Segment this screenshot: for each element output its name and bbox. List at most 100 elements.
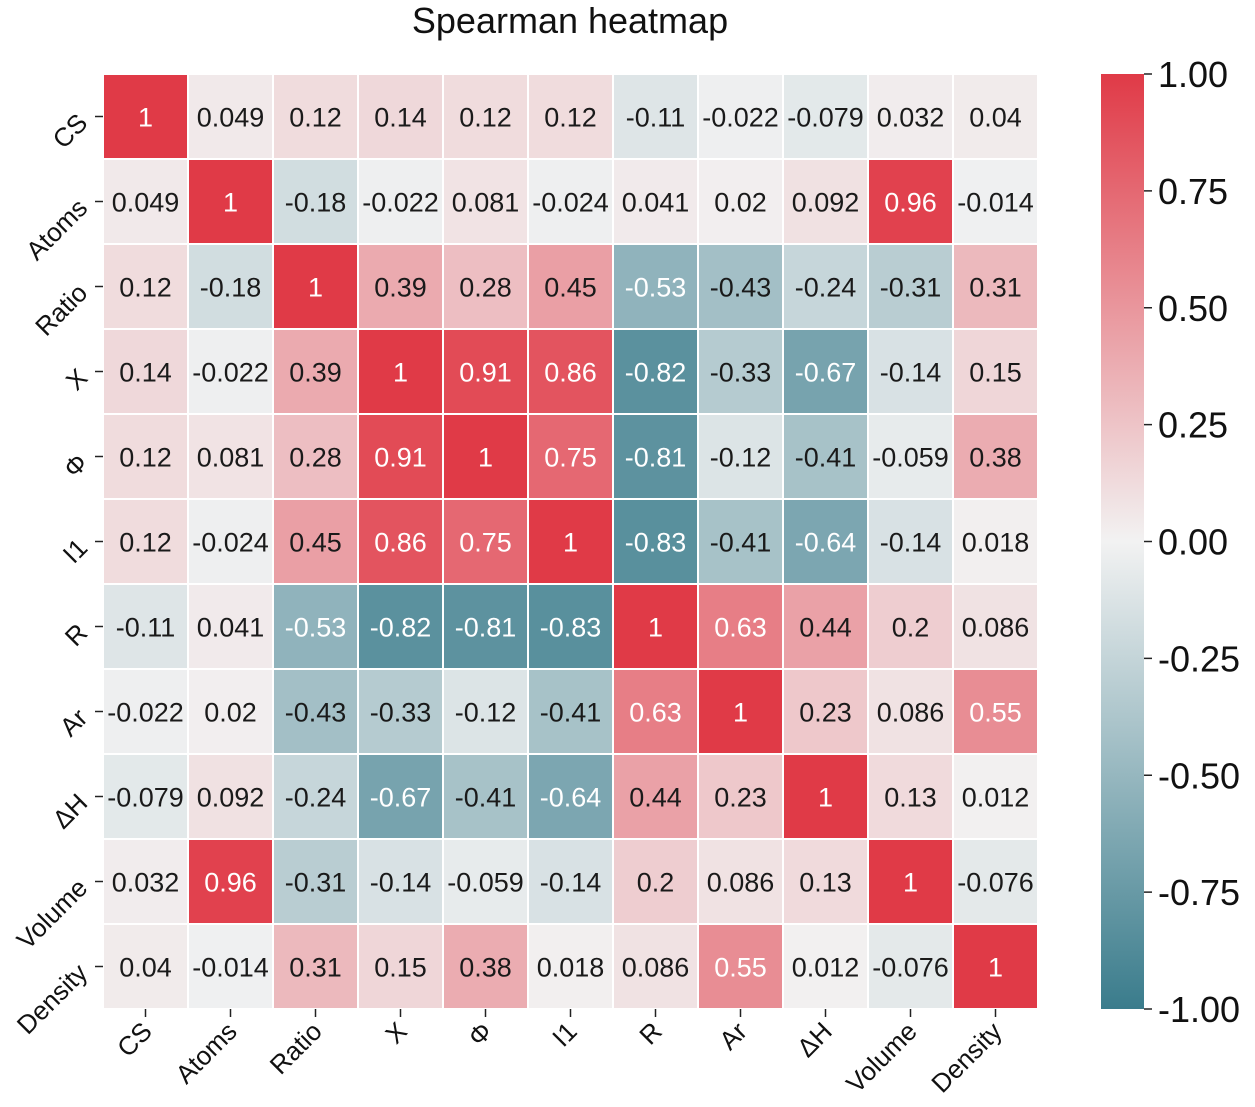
cell-value-label: -0.076	[957, 868, 1034, 898]
heatmap-cell	[357, 583, 444, 670]
y-tick-label: ΔH	[46, 788, 93, 835]
cell-value-label: 0.15	[374, 953, 427, 983]
cell-value-label: -0.67	[370, 783, 432, 813]
cell-value-label: -0.53	[625, 273, 687, 303]
heatmap-cell	[697, 923, 784, 1010]
heatmap-cell	[782, 243, 869, 330]
cell-value-label: 0.75	[459, 528, 512, 558]
heatmap-cell	[442, 923, 529, 1010]
heatmap-cell	[442, 413, 529, 500]
x-tick-label: ΔH	[791, 1016, 838, 1063]
heatmap-cell	[357, 498, 444, 585]
heatmap-cell	[187, 668, 274, 755]
heatmap-cell	[867, 158, 954, 245]
heatmap-cell	[612, 668, 699, 755]
cell-value-label: 0.02	[204, 698, 257, 728]
x-tick-label: CS	[111, 1016, 158, 1063]
cell-value-label: -0.43	[710, 273, 772, 303]
colorbar-tick-label: 1.00	[1158, 54, 1228, 95]
heatmap-cell	[527, 498, 614, 585]
heatmap-cell	[867, 583, 954, 670]
cell-value-label: -0.41	[455, 783, 517, 813]
x-tick-label: I1	[546, 1016, 583, 1053]
heatmap-cell	[442, 243, 529, 330]
colorbar-tick-label: 0.50	[1158, 288, 1228, 329]
cell-value-label: -0.024	[192, 528, 269, 558]
heatmap-cell	[782, 158, 869, 245]
cell-value-label: 0.2	[892, 613, 930, 643]
cell-value-label: 0.081	[452, 188, 520, 218]
cell-value-label: 0.23	[714, 783, 767, 813]
heatmap-cell	[527, 583, 614, 670]
cell-value-label: -0.82	[370, 613, 432, 643]
heatmap-cell	[952, 923, 1039, 1010]
y-tick-label: R	[59, 618, 93, 652]
cell-value-label: 0.018	[962, 528, 1030, 558]
cell-value-label: 0.55	[714, 953, 767, 983]
colorbar: 1.00 0.75 0.50 0.25 0.00 -0.25 -0.50 -0.75 -1.00	[1101, 54, 1240, 1030]
heatmap-cell	[272, 753, 359, 840]
cell-value-label: -0.12	[710, 443, 772, 473]
cell-value-label: 0.31	[289, 953, 342, 983]
y-tick-label: Ratio	[29, 278, 93, 342]
heatmap-cell	[102, 583, 189, 670]
cell-value-label: -0.059	[872, 443, 949, 473]
heatmap-cell	[187, 413, 274, 500]
cell-value-label: 0.91	[374, 443, 427, 473]
heatmap-cell	[867, 73, 954, 160]
cell-value-label: 0.081	[197, 443, 265, 473]
cell-value-label: 1	[818, 783, 833, 813]
colorbar-tick-label: -1.00	[1158, 989, 1240, 1030]
heatmap-cell	[697, 73, 784, 160]
cell-value-label: -0.022	[192, 358, 269, 388]
cell-value-label: -0.022	[702, 103, 779, 133]
heatmap-cell	[527, 923, 614, 1010]
heatmap-cell	[697, 668, 784, 755]
heatmap-cell	[187, 923, 274, 1010]
colorbar-tick-label: -0.75	[1158, 872, 1240, 913]
x-tick-label: Ar	[713, 1016, 753, 1056]
cell-value-label: 0.31	[969, 273, 1022, 303]
cell-value-label: 1	[648, 613, 663, 643]
heatmap-cell	[357, 328, 444, 415]
cell-value-label: 0.049	[112, 188, 180, 218]
cell-value-label: 0.13	[799, 868, 852, 898]
heatmap-cell	[612, 243, 699, 330]
heatmap-cell	[952, 73, 1039, 160]
y-tick-label: I1	[57, 533, 94, 570]
cell-value-label: 0.092	[197, 783, 265, 813]
cell-value-label: -0.53	[285, 613, 347, 643]
cell-value-label: -0.079	[787, 103, 864, 133]
cell-value-label: 0.041	[197, 613, 265, 643]
cell-value-label: -0.41	[540, 698, 602, 728]
heatmap-cell	[102, 243, 189, 330]
cell-value-label: 0.15	[969, 358, 1022, 388]
cell-value-label: 0.55	[969, 698, 1022, 728]
heatmap-cell	[952, 583, 1039, 670]
cell-value-label: -0.41	[710, 528, 772, 558]
cell-value-label: 0.44	[799, 613, 852, 643]
cell-value-label: 0.86	[544, 358, 597, 388]
cell-value-label: -0.18	[200, 273, 262, 303]
x-tick-label: Φ	[462, 1016, 498, 1052]
heatmap-cell	[782, 583, 869, 670]
heatmap-cell	[697, 158, 784, 245]
heatmap-cell	[527, 243, 614, 330]
y-tick-label: Atoms	[20, 193, 93, 266]
y-tick-label: Φ	[57, 448, 93, 484]
heatmap-cell	[272, 583, 359, 670]
heatmap-cell	[697, 838, 784, 925]
y-tick-label: CS	[46, 108, 93, 155]
x-axis-ticks: CS Atoms Ratio X Φ I1 R Ar ΔH Volume Density	[111, 1009, 1008, 1099]
x-tick-label: X	[379, 1016, 412, 1049]
cell-value-label: -0.022	[107, 698, 184, 728]
heatmap-cell	[782, 498, 869, 585]
heatmap-cell	[527, 668, 614, 755]
cell-value-label: -0.11	[116, 613, 176, 643]
cell-value-label: 0.012	[962, 783, 1030, 813]
cell-value-label: 0.13	[884, 783, 937, 813]
heatmap-cell	[102, 73, 189, 160]
heatmap-cell	[102, 158, 189, 245]
y-tick-label: Ar	[54, 702, 94, 742]
